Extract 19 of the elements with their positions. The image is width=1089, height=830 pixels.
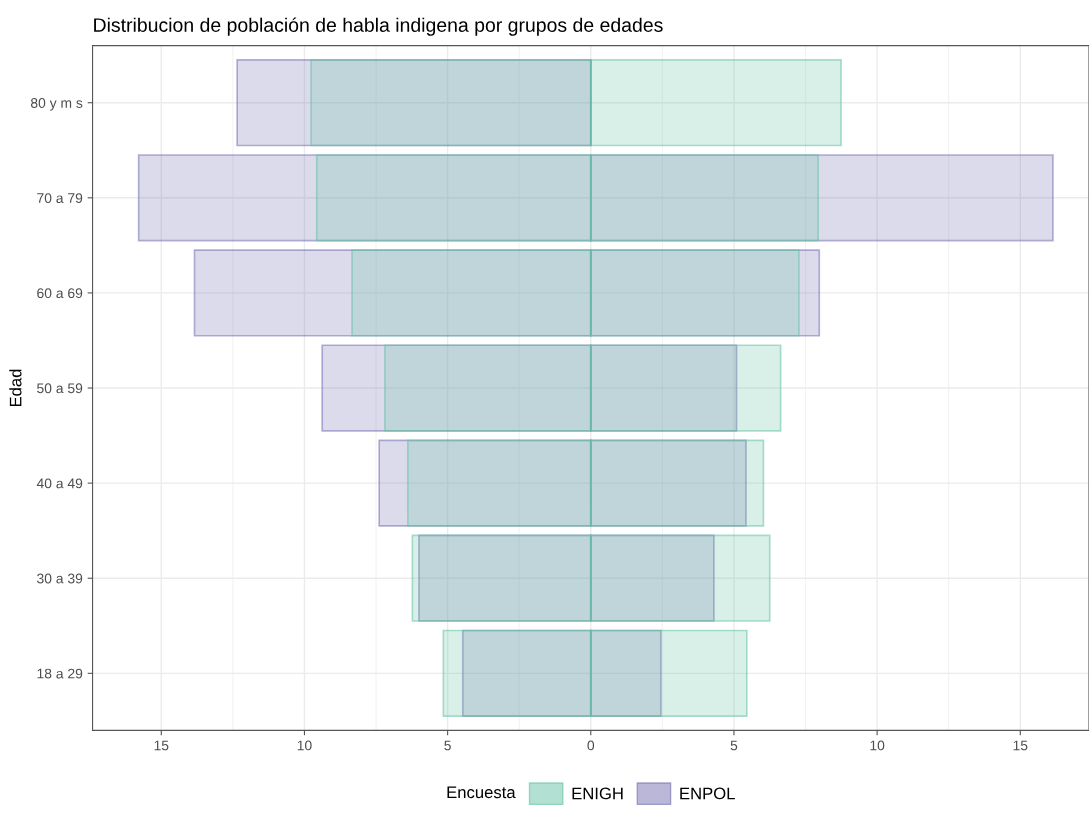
chart-title: Distribucion de población de habla indigena por grupos de edades — [94, 17, 663, 36]
legend-label: ENIGH — [572, 787, 623, 800]
legend-label: ENPOL — [680, 787, 735, 800]
x-tick-label: 10 — [297, 740, 312, 751]
x-tick-label: 10 — [870, 740, 885, 751]
y-tick-label: 70 a 79 — [37, 193, 83, 203]
y-axis-title: Edad — [9, 369, 22, 407]
x-tick-label: 15 — [1013, 740, 1028, 751]
y-tick-label: 80 y m s — [30, 98, 83, 111]
x-tick-label: 15 — [154, 740, 169, 751]
y-tick-label: 18 a 29 — [37, 668, 83, 679]
y-tick-label: 50 a 59 — [37, 383, 83, 394]
y-tick-label: 30 a 39 — [37, 573, 83, 584]
x-tick-label: 5 — [730, 740, 738, 751]
legend-title: Encuesta — [447, 786, 516, 799]
y-tick-label: 40 a 49 — [36, 478, 83, 489]
x-tick-label: 0 — [587, 740, 595, 751]
y-tick-label: 60 a 69 — [37, 288, 83, 299]
x-tick-label: 5 — [444, 740, 451, 751]
